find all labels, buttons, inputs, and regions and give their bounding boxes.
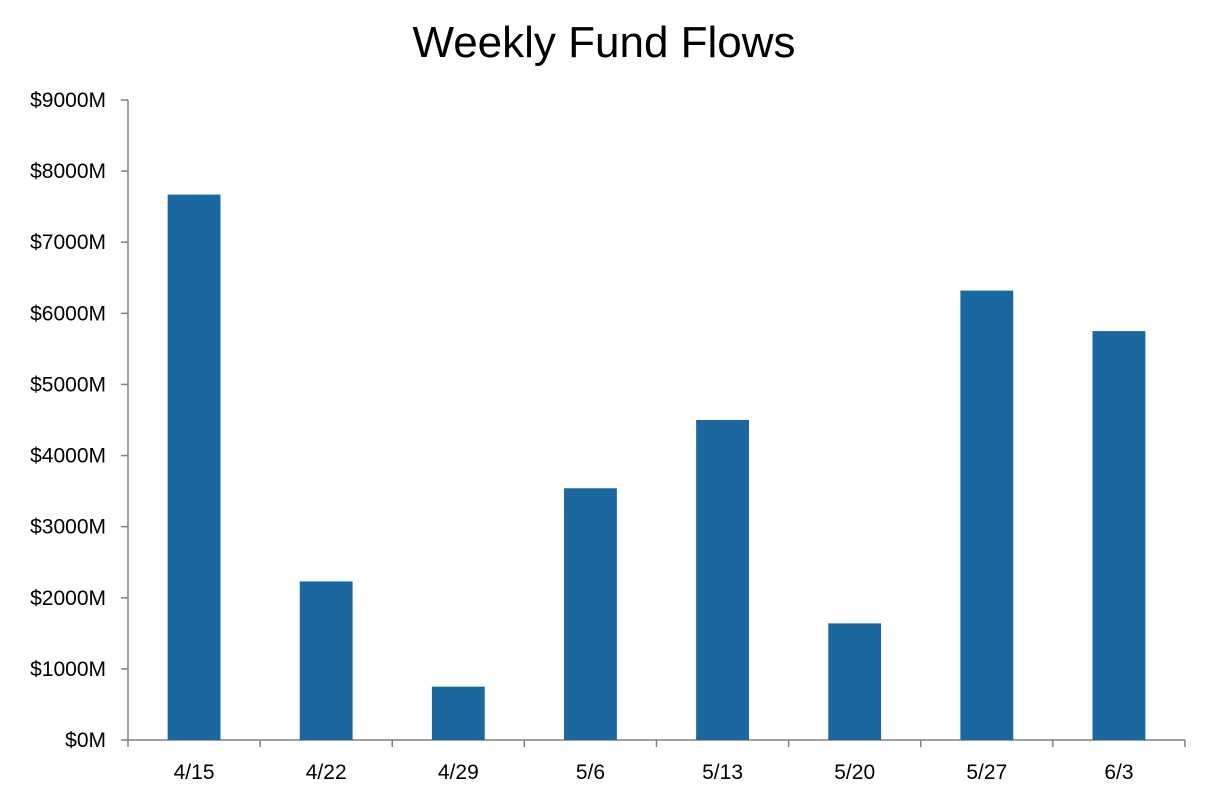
y-tick-label: $6000M	[30, 302, 106, 325]
bar-5-20	[828, 623, 882, 740]
bar-6-3	[1092, 331, 1146, 740]
bar-4-15	[167, 194, 221, 741]
bar-5-6	[564, 488, 617, 740]
bar-5-13	[696, 420, 749, 740]
x-tick-label: 4/15	[174, 761, 215, 784]
x-tick-label: 5/13	[702, 761, 743, 784]
bars	[167, 194, 1146, 741]
y-tick-label: $7000M	[30, 231, 106, 254]
y-tick-label: $3000M	[30, 516, 106, 539]
y-tick-label: $9000M	[30, 89, 106, 112]
x-tick-label: 5/6	[576, 761, 605, 784]
y-tick-label: $2000M	[30, 587, 106, 610]
bar-5-27	[960, 290, 1014, 740]
x-tick-label: 4/29	[438, 761, 479, 784]
y-tick-label: $4000M	[30, 445, 106, 468]
y-tick-label: $0M	[65, 729, 106, 752]
y-tick-label: $1000M	[30, 658, 106, 681]
x-tick-label: 6/3	[1104, 761, 1133, 784]
x-axis: 4/15 4/22 4/29 5/6 5/13 5/20 5/27 6/3	[127, 739, 1186, 784]
chart-title: Weekly Fund Flows	[412, 18, 796, 67]
bar-4-29	[431, 686, 485, 740]
x-tick-label: 5/20	[834, 761, 875, 784]
y-tick-label: $5000M	[30, 373, 106, 396]
y-axis: $0M $1000M $2000M $3000M $4000M $5000M $6000M $…	[30, 89, 129, 752]
bar-4-22	[299, 581, 353, 740]
y-tick-label: $8000M	[30, 160, 106, 183]
x-tick-label: 4/22	[306, 761, 347, 784]
x-tick-label: 5/27	[966, 761, 1007, 784]
